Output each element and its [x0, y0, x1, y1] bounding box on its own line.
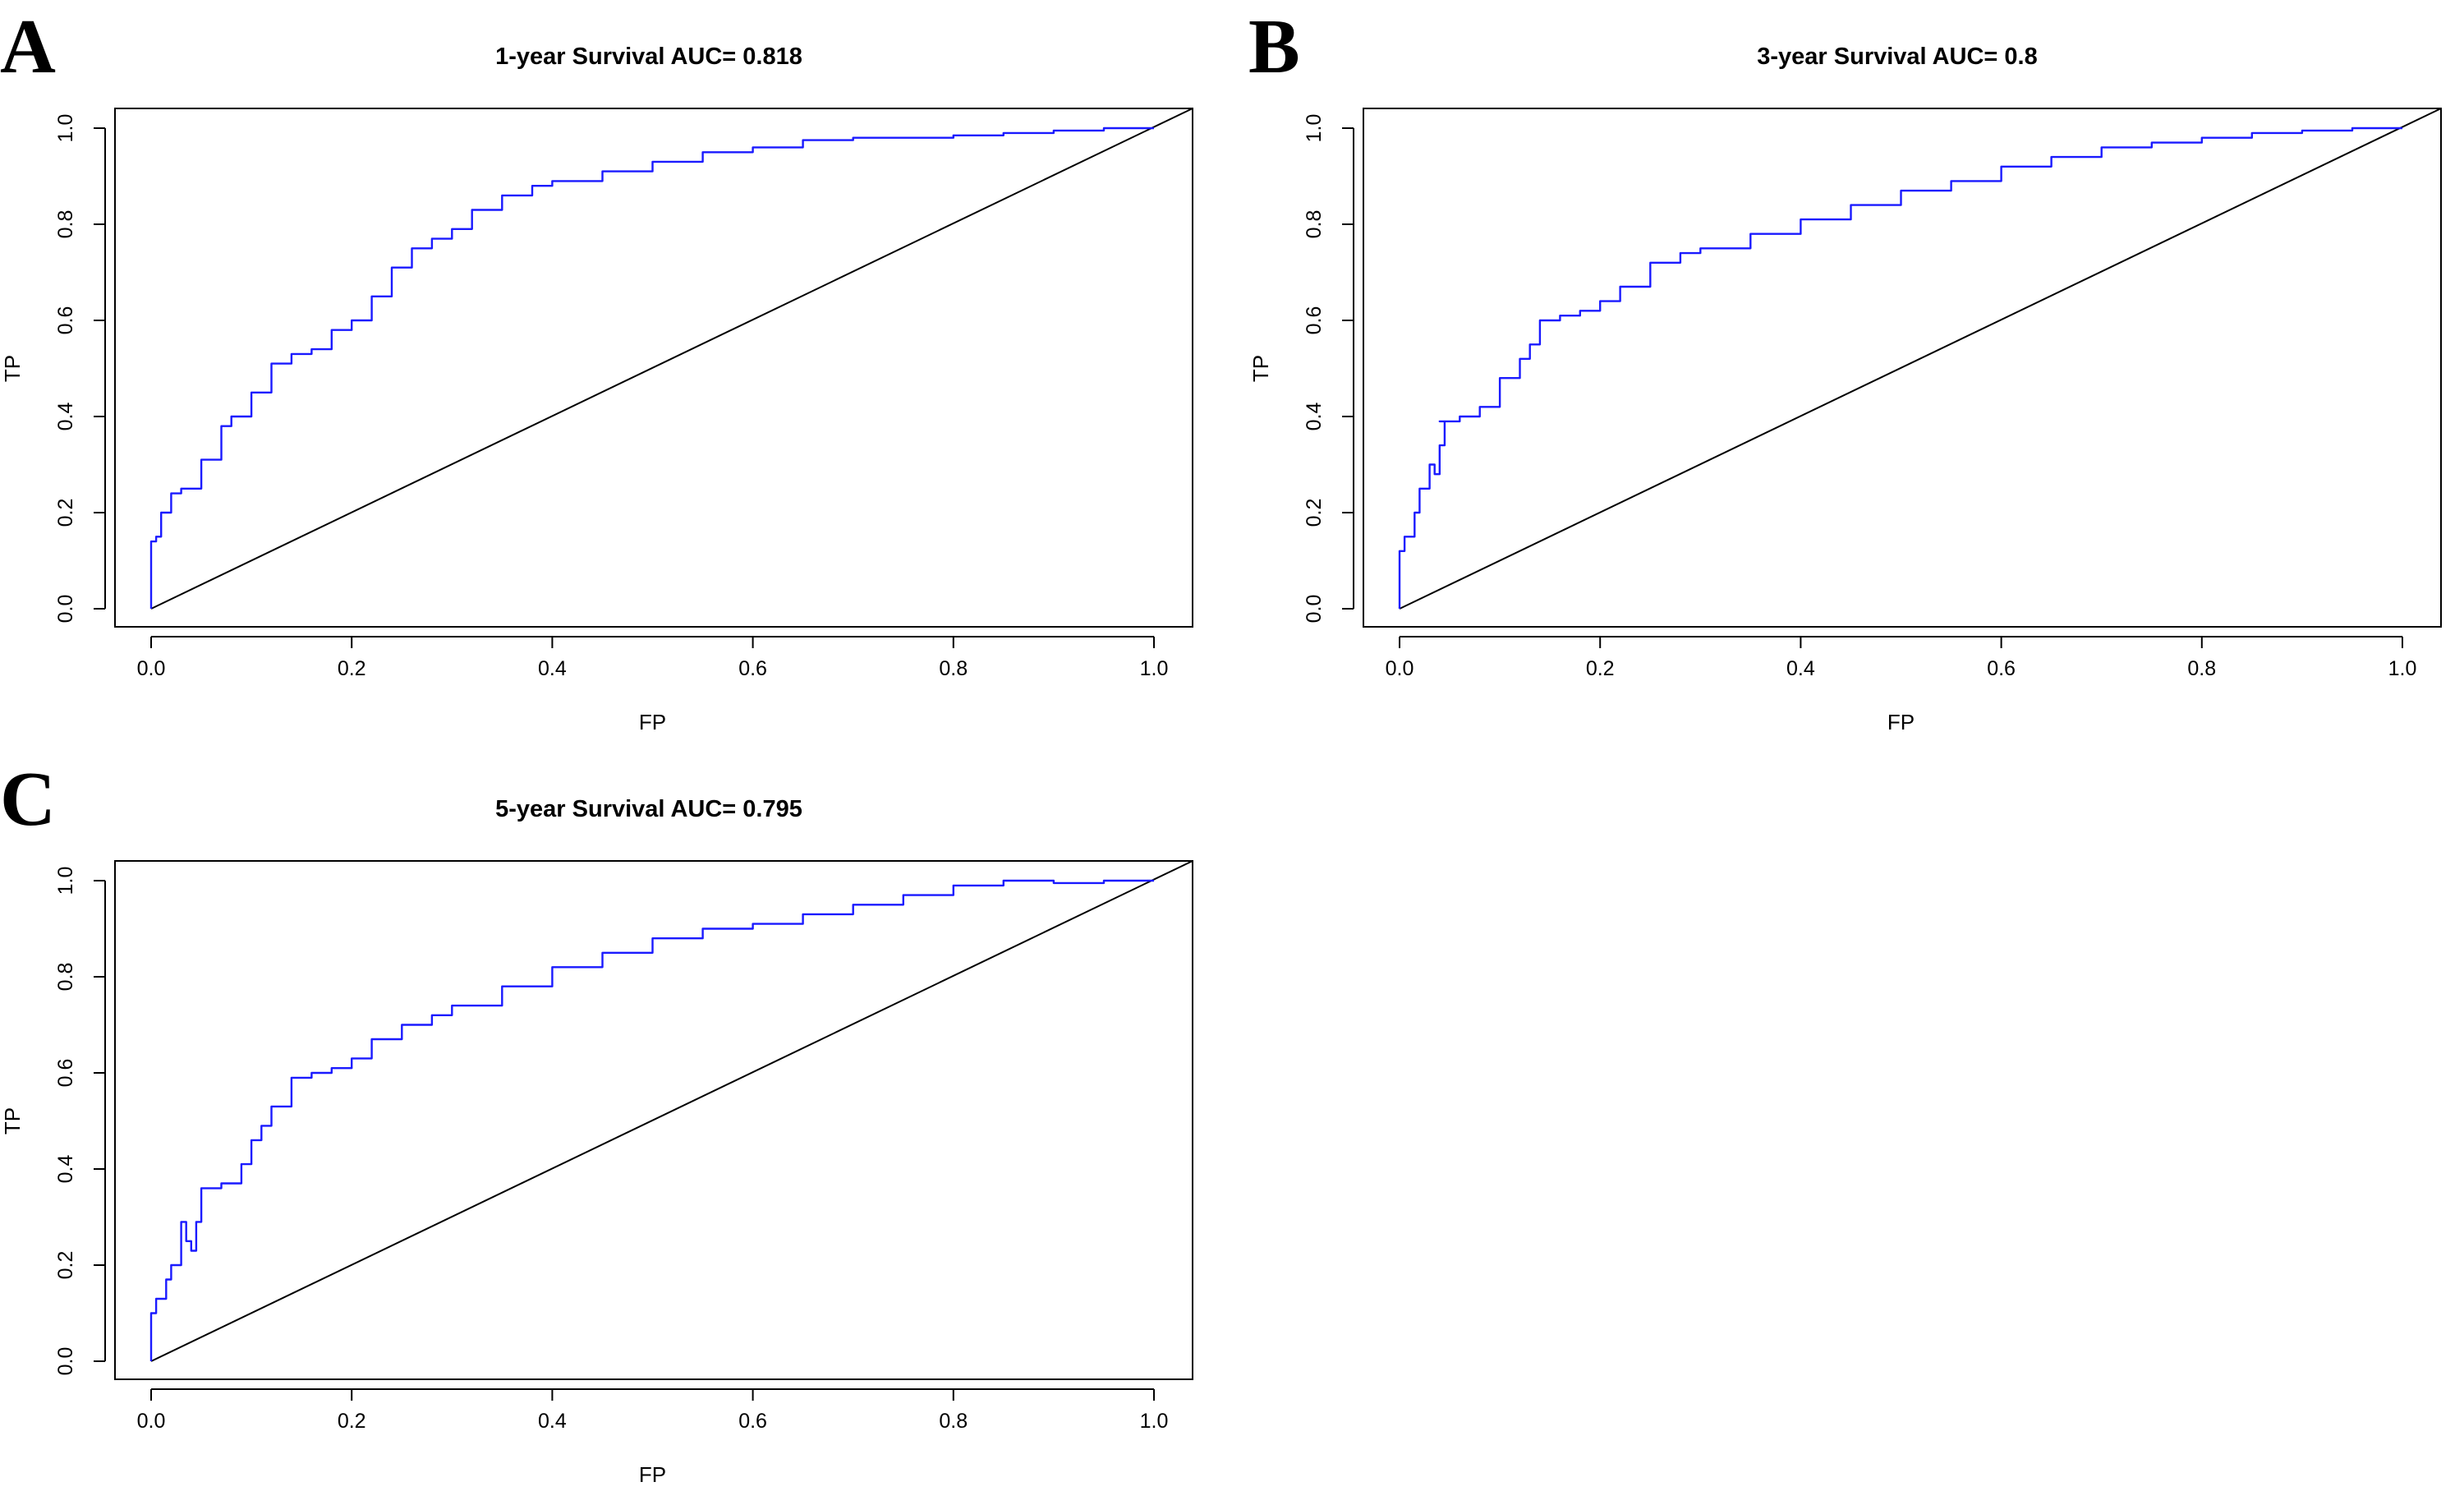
roc-curve-line: [1398, 127, 2402, 609]
y-tick-label: 0.0: [1303, 595, 1326, 624]
y-tick-label: 0.2: [54, 1251, 77, 1280]
x-axis-label: FP: [1887, 710, 1915, 734]
chart-title-a: 1-year Survival AUC= 0.818: [495, 44, 802, 70]
y-tick-label: 0.2: [54, 499, 77, 527]
plot-frame: [114, 860, 1193, 1380]
x-tick-label: 1.0: [2388, 657, 2417, 680]
y-tick-label: 0.6: [54, 306, 77, 335]
x-tick-label: 0.2: [338, 657, 366, 680]
roc-chart-c: C 5-year Survival AUC= 0.795 0.0 0.2 0.4 0.6 0…: [0, 757, 1193, 1487]
x-tick-label: 1.0: [1140, 657, 1169, 680]
x-axis-label: FP: [639, 710, 666, 734]
x-tick-label: 0.2: [338, 1410, 366, 1433]
y-tick-label: 0.0: [54, 595, 77, 624]
x-axis-label: FP: [639, 1462, 666, 1487]
x-tick-label: 0.6: [738, 1410, 767, 1433]
x-tick-label: 0.8: [939, 657, 968, 680]
x-tick-label: 0.6: [738, 657, 767, 680]
roc-chart-a: A 1-year Survival AUC= 0.818 0.0 0.2 0.4 0.6 0…: [0, 4, 1193, 734]
plot-frame: [1363, 108, 2442, 628]
y-tick-label: 0.2: [1303, 499, 1326, 527]
y-tick-label: 0.4: [1303, 403, 1326, 431]
roc-curve-line: [149, 879, 1154, 1361]
y-tick-label: 0.8: [54, 963, 77, 992]
y-tick-label: 0.4: [54, 1155, 77, 1184]
plot-frame: [114, 108, 1193, 628]
diagonal-reference-line: [1399, 108, 2442, 610]
x-tick-label: 0.4: [538, 1410, 567, 1433]
x-tick-label: 0.2: [1586, 657, 1615, 680]
y-axis-label: TP: [0, 1107, 25, 1135]
panel-letter-a: A: [0, 4, 56, 90]
x-tick-label: 0.0: [1386, 657, 1414, 680]
y-tick-label: 0.6: [54, 1059, 77, 1088]
x-tick-label: 0.4: [1786, 657, 1815, 680]
roc-curve-line: [149, 127, 1154, 609]
y-tick-label: 0.8: [1303, 210, 1326, 239]
x-tick-label: 0.8: [2187, 657, 2216, 680]
y-tick-label: 0.4: [54, 403, 77, 431]
x-tick-label: 1.0: [1140, 1410, 1169, 1433]
y-tick-label: 0.6: [1303, 306, 1326, 335]
x-tick-label: 0.8: [939, 1410, 968, 1433]
roc-panel-b: B 3-year Survival AUC= 0.8 0.0 0.2 0.4 0.6 0.8…: [1248, 0, 2464, 752]
y-axis-label: TP: [1248, 355, 1273, 382]
y-tick-label: 1.0: [1303, 114, 1326, 143]
y-tick-label: 0.8: [54, 210, 77, 239]
panel-letter-c: C: [0, 757, 56, 842]
chart-title-b: 3-year Survival AUC= 0.8: [1757, 44, 2037, 70]
diagonal-reference-line: [150, 860, 1193, 1362]
chart-title-c: 5-year Survival AUC= 0.795: [495, 796, 802, 822]
x-tick-label: 0.6: [1987, 657, 2016, 680]
diagonal-reference-line: [150, 108, 1193, 610]
roc-chart-b: B 3-year Survival AUC= 0.8 0.0 0.2 0.4 0.6 0.8…: [1248, 4, 2442, 734]
x-tick-label: 0.0: [137, 1410, 166, 1433]
x-tick-label: 0.4: [538, 657, 567, 680]
y-tick-label: 0.0: [54, 1347, 77, 1376]
y-tick-label: 1.0: [54, 114, 77, 143]
roc-panel-c: C 5-year Survival AUC= 0.795 0.0 0.2 0.4 0.6 0…: [0, 752, 1248, 1505]
panel-letter-b: B: [1248, 4, 1300, 90]
y-tick-label: 1.0: [54, 867, 77, 895]
x-tick-label: 0.0: [137, 657, 166, 680]
y-axis-label: TP: [0, 355, 25, 382]
roc-panel-a: A 1-year Survival AUC= 0.818 0.0 0.2 0.4 0.6 0…: [0, 0, 1248, 752]
